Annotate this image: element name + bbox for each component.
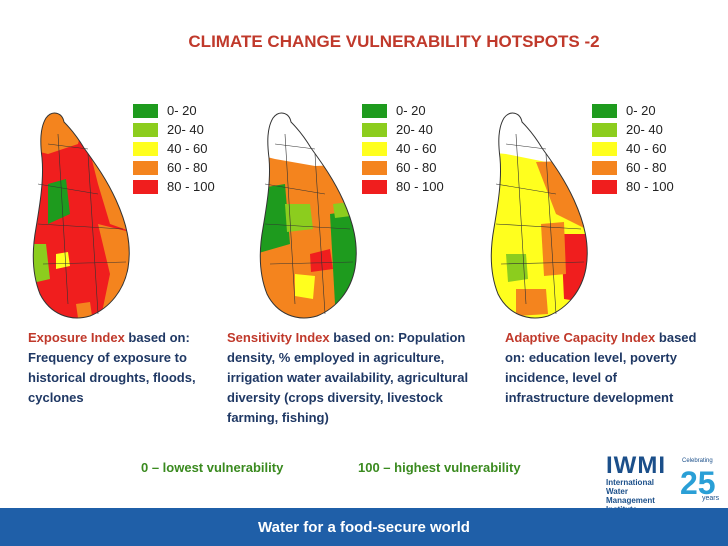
legend-swatch: [133, 122, 158, 137]
legend-label: 60 - 80: [626, 160, 667, 175]
exposure-index-label: Exposure Index: [28, 330, 125, 345]
legend-item: 20- 40: [362, 120, 444, 139]
legend-item: 40 - 60: [133, 139, 215, 158]
legend-swatch: [133, 160, 158, 175]
footer-tagline: Water for a food-secure world: [258, 518, 470, 536]
legend-swatch: [362, 179, 387, 194]
legend-item: 60 - 80: [592, 158, 674, 177]
anniversary-bottom-text: years: [702, 495, 720, 502]
adaptive-capacity-legend: 0- 20 20- 40 40 - 60 60 - 80 80 - 100: [592, 101, 674, 196]
legend-item: 60 - 80: [133, 158, 215, 177]
exposure-description-text: based on: Frequency of exposure to histo…: [28, 330, 196, 405]
legend-label: 80 - 100: [396, 179, 444, 194]
legend-label: 20- 40: [396, 122, 433, 137]
sensitivity-map: [255, 104, 365, 322]
sensitivity-legend: 0- 20 20- 40 40 - 60 60 - 80 80 - 100: [362, 101, 444, 196]
legend-item: 20- 40: [592, 120, 674, 139]
legend-item: 40 - 60: [592, 139, 674, 158]
legend-item: 80 - 100: [133, 177, 215, 196]
legend-swatch: [362, 122, 387, 137]
legend-swatch: [133, 141, 158, 156]
legend-label: 0- 20: [396, 103, 426, 118]
legend-item: 40 - 60: [362, 139, 444, 158]
legend-label: 40 - 60: [396, 141, 437, 156]
sensitivity-index-label: Sensitivity Index: [227, 330, 330, 345]
legend-item: 80 - 100: [592, 177, 674, 196]
iwmi-logo: IWMI International Water Management Inst…: [606, 452, 724, 514]
legend-label: 40 - 60: [167, 141, 208, 156]
scale-low-note: 0 – lowest vulnerability: [141, 460, 284, 475]
legend-item: 20- 40: [133, 120, 215, 139]
exposure-description: Exposure Index based on: Frequency of ex…: [28, 328, 218, 408]
legend-item: 60 - 80: [362, 158, 444, 177]
logo-wordmark: IWMI: [606, 452, 666, 479]
legend-swatch: [592, 122, 617, 137]
adaptive-capacity-description-text: based on: education level, poverty incid…: [505, 330, 697, 405]
adaptive-capacity-index-label: Adaptive Capacity Index: [505, 330, 656, 345]
legend-item: 0- 20: [362, 101, 444, 120]
slide-title: CLIMATE CHANGE VULNERABILITY HOTSPOTS -2: [188, 32, 600, 51]
legend-swatch: [362, 103, 387, 118]
legend-label: 80 - 100: [167, 179, 215, 194]
legend-swatch: [592, 160, 617, 175]
legend-swatch: [362, 160, 387, 175]
exposure-map: [28, 104, 138, 322]
legend-swatch: [592, 103, 617, 118]
legend-swatch: [133, 179, 158, 194]
scale-high-note: 100 – highest vulnerability: [358, 460, 521, 475]
legend-swatch: [592, 179, 617, 194]
legend-item: 0- 20: [133, 101, 215, 120]
legend-label: 0- 20: [626, 103, 656, 118]
legend-label: 20- 40: [167, 122, 204, 137]
legend-swatch: [592, 141, 617, 156]
legend-label: 40 - 60: [626, 141, 667, 156]
legend-swatch: [133, 103, 158, 118]
exposure-legend: 0- 20 20- 40 40 - 60 60 - 80 80 - 100: [133, 101, 215, 196]
sensitivity-description-text: based on: Population density, % employed…: [227, 330, 469, 425]
anniversary-number: 25: [680, 465, 716, 501]
legend-label: 80 - 100: [626, 179, 674, 194]
sensitivity-description: Sensitivity Index based on: Population d…: [227, 328, 497, 428]
legend-item: 0- 20: [592, 101, 674, 120]
legend-label: 60 - 80: [396, 160, 437, 175]
legend-label: 60 - 80: [167, 160, 208, 175]
legend-swatch: [362, 141, 387, 156]
adaptive-capacity-description: Adaptive Capacity Index based on: educat…: [505, 328, 700, 408]
anniversary-25-icon: Celebrating 25 years: [680, 458, 720, 502]
legend-label: 20- 40: [626, 122, 663, 137]
footer-bar: Water for a food-secure world: [0, 508, 728, 546]
legend-label: 0- 20: [167, 103, 197, 118]
anniversary-top-text: Celebrating: [682, 458, 713, 464]
adaptive-capacity-map: [486, 104, 596, 322]
legend-item: 80 - 100: [362, 177, 444, 196]
